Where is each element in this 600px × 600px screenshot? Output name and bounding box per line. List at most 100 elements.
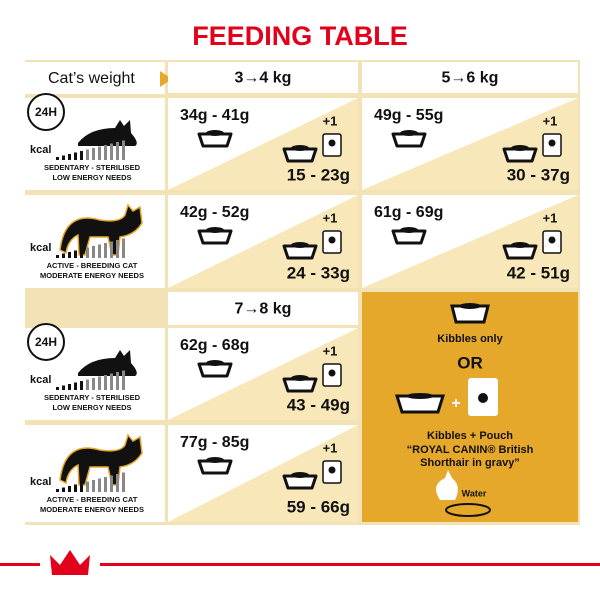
pouch-logo [548, 236, 556, 244]
kibbles [206, 457, 224, 463]
kibbles [511, 242, 529, 248]
energy-bar [68, 154, 71, 160]
clock-icon [27, 93, 65, 131]
energy-bar [74, 250, 77, 258]
energy-bar [122, 238, 125, 258]
kibbles-only: Kibbles only [437, 333, 503, 345]
energy-bar [110, 241, 113, 258]
cell-shade [168, 328, 358, 420]
kibbles [206, 360, 224, 366]
energy-bar [80, 151, 83, 160]
energy-bar [62, 385, 65, 390]
energy-bar [56, 387, 59, 390]
energy-bar [56, 157, 59, 160]
energy-bar [116, 240, 119, 258]
kibbles [511, 145, 529, 151]
energy-bar [98, 146, 101, 160]
dry-amount: 62g - 68g [180, 337, 249, 354]
clock-icon [27, 323, 65, 361]
mixed-amount: 42 - 51g [507, 263, 570, 282]
profile-line2: LOW ENERGY NEEDS [52, 173, 131, 182]
profile-bg [25, 425, 165, 522]
cat-icon [59, 203, 143, 256]
kibbles [291, 375, 309, 381]
kibbles [291, 472, 309, 478]
energy-bar [122, 370, 125, 390]
energy-bar [110, 475, 113, 492]
kibbles [206, 130, 224, 136]
pouch-logo [328, 466, 336, 474]
cell-shade [362, 195, 578, 288]
energy-bar [86, 481, 89, 492]
kcal: kcal [30, 476, 51, 488]
dry-amount: 34g - 41g [180, 107, 249, 124]
energy-bar [104, 477, 107, 492]
energy-bar [98, 244, 101, 258]
weight-header-bg [168, 62, 358, 93]
energy-bar [104, 145, 107, 160]
profile-line1: ACTIVE - BREEDING CAT [47, 261, 138, 270]
legend-kibbles [459, 303, 481, 309]
mixed-amount: 59 - 66g [287, 497, 350, 516]
plus-one: +1 [323, 113, 338, 128]
plus-one: +1 [323, 343, 338, 358]
profile-line2: MODERATE ENERGY NEEDS [40, 271, 144, 280]
energy-bar [68, 486, 71, 492]
energy-bar [116, 142, 119, 160]
energy-bar [122, 140, 125, 160]
energy-bar [80, 249, 83, 258]
footer-line [0, 563, 600, 566]
kibbles [400, 130, 418, 136]
kibbles [206, 227, 224, 233]
cell-shade [168, 425, 358, 522]
weight-header: 7→8 kg [235, 301, 292, 318]
cat-icon [78, 120, 137, 146]
mixed-amount: 30 - 37g [507, 165, 570, 184]
energy-bar [80, 381, 83, 390]
energy-bar [104, 375, 107, 390]
water-bowl [445, 503, 491, 517]
energy-bar [68, 384, 71, 390]
pouch-logo [328, 369, 336, 377]
energy-bar [74, 484, 77, 492]
dry-amount: 77g - 85g [180, 434, 249, 451]
kibbles [400, 227, 418, 233]
dry-amount: 42g - 52g [180, 204, 249, 221]
kibbles-pouch: Kibbles + Pouch [427, 430, 513, 442]
cell-shade [168, 98, 358, 190]
water: Water [462, 488, 487, 498]
weight-label: Cat’s weight [48, 70, 135, 87]
weight-header-bg [362, 62, 578, 93]
energy-bar [68, 252, 71, 258]
energy-bar [110, 373, 113, 390]
energy-bar [122, 472, 125, 492]
kcal: kcal [30, 374, 51, 386]
plus: + [451, 395, 460, 412]
cell-shade [168, 195, 358, 288]
or: OR [457, 353, 483, 372]
water-drop [436, 470, 458, 500]
energy-bar [86, 149, 89, 160]
mixed-amount: 43 - 49g [287, 395, 350, 414]
energy-bar [62, 155, 65, 160]
energy-bar [92, 246, 95, 258]
energy-bar [110, 143, 113, 160]
energy-bar [92, 480, 95, 492]
energy-bar [56, 489, 59, 492]
mixed-amount: 24 - 33g [287, 263, 350, 282]
pouch-logo [328, 139, 336, 147]
energy-bar [80, 483, 83, 492]
kibbles [291, 145, 309, 151]
profile-line2: MODERATE ENERGY NEEDS [40, 505, 144, 514]
weight-header-bg [168, 292, 358, 325]
plus-one: +1 [543, 210, 558, 225]
dry-amount: 61g - 69g [374, 204, 443, 221]
product-line: “ROYAL CANIN® British [407, 444, 534, 456]
mixed-amount: 15 - 23g [287, 165, 350, 184]
title: FEEDING TABLE [192, 21, 408, 51]
energy-bar [116, 474, 119, 492]
energy-bar [86, 379, 89, 390]
energy-bar [86, 247, 89, 258]
